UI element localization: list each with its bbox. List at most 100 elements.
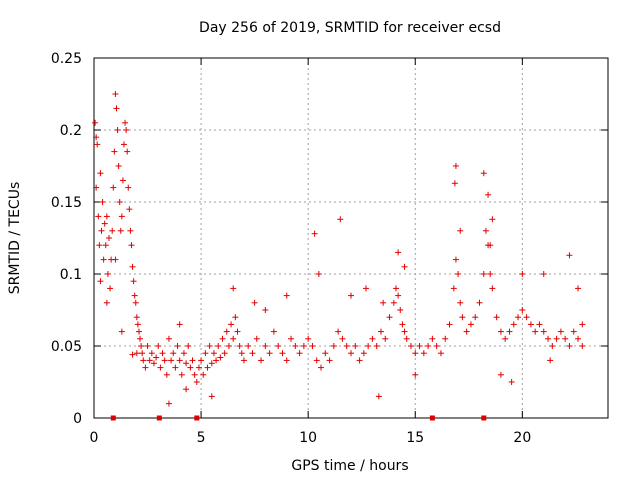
data-point (142, 364, 149, 371)
data-point (266, 350, 273, 357)
data-point (395, 249, 402, 256)
data-point (562, 335, 569, 342)
data-point (433, 343, 440, 349)
data-point (557, 328, 564, 335)
data-point (238, 350, 245, 357)
y-tick-label: 0 (73, 411, 82, 427)
data-point (476, 299, 483, 306)
data-point (523, 314, 530, 321)
data-point (397, 307, 404, 313)
x-tick-label: 5 (197, 430, 206, 446)
data-point (457, 299, 464, 306)
data-point (92, 119, 99, 126)
data-point (114, 127, 121, 133)
data-point (213, 357, 220, 364)
y-tick-label: 0.1 (60, 267, 82, 283)
data-point (437, 350, 444, 357)
data-point (313, 357, 320, 364)
data-point (375, 393, 382, 400)
data-point (275, 343, 282, 349)
data-point (168, 357, 175, 364)
data-point (116, 199, 123, 205)
data-point (251, 299, 258, 306)
data-point (178, 371, 185, 378)
data-point (133, 314, 140, 321)
data-point (288, 335, 295, 342)
data-point (111, 148, 118, 155)
data-point (330, 343, 337, 349)
data-point (352, 343, 359, 349)
data-point (497, 371, 504, 378)
data-point (508, 379, 515, 385)
data-point (373, 343, 380, 349)
data-point (115, 163, 122, 169)
data-point (112, 256, 119, 263)
data-point (401, 263, 408, 270)
data-point (337, 216, 344, 223)
data-point (191, 371, 198, 378)
data-point (155, 343, 162, 349)
data-point (575, 335, 582, 342)
data-point (502, 335, 509, 342)
data-point (245, 343, 252, 349)
data-point (253, 335, 260, 342)
data-point (579, 343, 586, 349)
data-point (232, 314, 239, 321)
baseline-marker (481, 415, 487, 421)
data-point (360, 350, 367, 357)
data-point (395, 292, 402, 299)
x-tick-label: 20 (513, 430, 531, 446)
data-point (446, 321, 453, 328)
data-point (452, 163, 459, 169)
data-point (94, 141, 101, 148)
data-point (429, 335, 436, 342)
data-point (480, 170, 487, 177)
data-point (335, 328, 342, 335)
data-point (489, 216, 496, 223)
data-point (510, 321, 517, 328)
data-point (283, 357, 290, 364)
plot-frame (93, 57, 609, 419)
data-point (100, 256, 107, 263)
data-point (198, 357, 205, 364)
y-axis-label: SRMTID / TECUs (7, 182, 23, 295)
data-point (99, 199, 106, 205)
data-point (174, 343, 181, 349)
data-point (193, 379, 200, 385)
data-point (159, 350, 166, 357)
data-point (163, 371, 170, 378)
data-point (183, 386, 190, 393)
data-point (109, 227, 116, 234)
data-point (96, 242, 103, 249)
data-point (318, 364, 325, 371)
data-point (118, 213, 125, 220)
data-point (292, 343, 299, 349)
y-tick-label: 0.2 (60, 123, 82, 139)
data-point (128, 242, 135, 249)
data-point (339, 335, 346, 342)
data-point (189, 357, 196, 364)
data-point (322, 350, 329, 357)
data-point (547, 357, 554, 364)
data-point (206, 343, 213, 349)
data-point (112, 91, 119, 97)
data-point (230, 285, 237, 292)
data-point (210, 350, 217, 357)
grid (94, 58, 608, 418)
data-point (103, 213, 110, 220)
data-point (118, 328, 125, 335)
baseline-markers (110, 415, 487, 421)
data-point (150, 360, 157, 367)
data-point (425, 343, 432, 349)
data-point (131, 292, 138, 299)
y-tick-label: 0.05 (51, 339, 82, 355)
data-point (515, 314, 522, 321)
data-point (104, 271, 111, 277)
data-point (311, 230, 318, 237)
data-point (348, 292, 354, 299)
data-point (305, 335, 312, 342)
x-tick-label: 0 (90, 430, 99, 446)
data-point (365, 343, 372, 349)
data-point (377, 328, 384, 335)
